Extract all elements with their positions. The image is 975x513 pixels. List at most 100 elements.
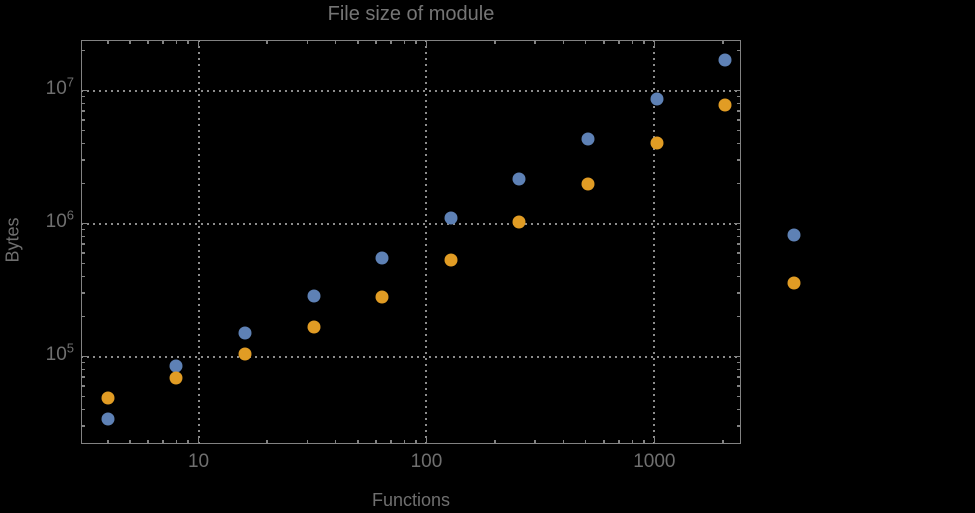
y-tick-left bbox=[81, 49, 85, 52]
x-tick-top bbox=[357, 40, 359, 44]
y-tick-right bbox=[734, 89, 741, 92]
y-tick-label-1e6: 106 bbox=[4, 208, 74, 230]
data-point-series-orange-x64 bbox=[375, 290, 389, 304]
x-tick-bottom bbox=[603, 440, 605, 444]
x-tick-bottom bbox=[584, 440, 587, 444]
x-tick-bottom bbox=[187, 440, 189, 444]
y-tick-left bbox=[81, 361, 85, 364]
x-tick-top bbox=[722, 40, 724, 44]
x-tick-top bbox=[425, 40, 428, 47]
y-tick-right bbox=[737, 361, 741, 364]
x-tick-top bbox=[403, 40, 406, 44]
data-point-series-orange-x2048 bbox=[718, 98, 732, 112]
y-tick-right bbox=[737, 395, 741, 398]
data-point-series-orange-x512 bbox=[581, 177, 595, 191]
x-tick-bottom bbox=[147, 440, 149, 444]
y-tick-exponent: 6 bbox=[66, 207, 74, 223]
gridline-x-10 bbox=[197, 40, 200, 444]
x-tick-top bbox=[643, 40, 645, 44]
y-tick-right bbox=[737, 275, 741, 278]
y-tick-left bbox=[81, 376, 85, 378]
x-tick-label-100: 100 bbox=[410, 451, 443, 472]
x-tick-top bbox=[603, 40, 605, 44]
gridline-y-1e7 bbox=[81, 89, 741, 92]
x-tick-bottom bbox=[494, 440, 496, 444]
y-tick-right bbox=[737, 292, 741, 294]
data-point-series-orange-x8 bbox=[169, 371, 183, 385]
y-tick-left bbox=[81, 119, 85, 121]
x-tick-top bbox=[266, 40, 268, 44]
x-tick-bottom bbox=[334, 440, 337, 444]
chart-title: File size of module bbox=[327, 3, 495, 25]
y-tick-left bbox=[81, 292, 85, 294]
y-tick-right bbox=[737, 49, 741, 52]
y-tick-left bbox=[81, 228, 85, 231]
x-tick-bottom bbox=[375, 440, 377, 444]
x-tick-bottom bbox=[425, 437, 428, 444]
data-point-series-blue-x1024 bbox=[650, 92, 664, 106]
y-tick-right bbox=[737, 159, 741, 161]
x-tick-top bbox=[494, 40, 496, 44]
y-tick-left bbox=[81, 159, 85, 161]
gridline-x-1000 bbox=[653, 40, 656, 444]
x-tick-top bbox=[584, 40, 587, 44]
x-tick-top bbox=[162, 40, 164, 44]
y-tick-right bbox=[737, 228, 741, 231]
x-tick-bottom bbox=[562, 440, 565, 444]
data-point-series-blue-x16 bbox=[238, 326, 252, 340]
x-tick-bottom bbox=[390, 440, 392, 444]
data-point-series-blue-x512 bbox=[581, 132, 595, 146]
x-tick-bottom bbox=[618, 440, 620, 444]
x-tick-top bbox=[129, 40, 131, 44]
y-tick-exponent: 5 bbox=[66, 340, 74, 356]
x-tick-top bbox=[306, 40, 309, 44]
y-tick-left bbox=[81, 142, 85, 145]
x-tick-label-1000: 1000 bbox=[633, 451, 676, 472]
data-point-series-orange-x4096 bbox=[787, 276, 801, 290]
y-tick-left bbox=[81, 385, 85, 387]
y-tick-left bbox=[81, 408, 85, 411]
x-tick-bottom bbox=[415, 440, 417, 444]
y-tick-right bbox=[737, 243, 741, 245]
x-tick-bottom bbox=[306, 440, 309, 444]
x-tick-bottom bbox=[129, 440, 131, 444]
y-tick-right bbox=[737, 142, 741, 145]
y-tick-right bbox=[737, 182, 741, 185]
y-tick-base: 10 bbox=[45, 77, 67, 99]
gridline-y-1e5 bbox=[81, 355, 741, 358]
x-tick-top bbox=[631, 40, 633, 44]
y-tick-exponent: 7 bbox=[66, 74, 74, 90]
y-tick-left bbox=[81, 89, 88, 92]
y-tick-left bbox=[81, 252, 85, 254]
gridline-y-1e6 bbox=[81, 222, 741, 225]
data-point-series-blue-x2048 bbox=[718, 53, 732, 67]
data-point-series-orange-x256 bbox=[512, 215, 526, 229]
y-tick-left bbox=[81, 355, 88, 358]
data-point-series-blue-x8 bbox=[169, 359, 183, 373]
x-tick-top bbox=[653, 40, 656, 47]
y-tick-right bbox=[734, 222, 741, 225]
x-tick-bottom bbox=[266, 440, 268, 444]
y-tick-right bbox=[737, 315, 741, 318]
y-tick-right bbox=[737, 425, 741, 427]
data-point-series-orange-x128 bbox=[444, 253, 458, 267]
y-tick-right bbox=[737, 102, 741, 105]
y-tick-left bbox=[81, 222, 88, 225]
y-tick-right bbox=[737, 385, 741, 387]
x-tick-top bbox=[334, 40, 337, 44]
y-tick-right bbox=[734, 355, 741, 358]
y-tick-right bbox=[737, 262, 741, 265]
x-tick-top bbox=[197, 40, 200, 47]
data-point-series-blue-x128 bbox=[444, 211, 458, 225]
y-tick-left bbox=[81, 275, 85, 278]
x-tick-bottom bbox=[175, 440, 178, 444]
y-tick-left bbox=[81, 110, 85, 112]
x-tick-top bbox=[415, 40, 417, 44]
x-tick-bottom bbox=[107, 440, 109, 444]
x-tick-bottom bbox=[162, 440, 164, 444]
data-point-series-orange-x1024 bbox=[650, 136, 664, 150]
x-axis-title: Functions bbox=[371, 490, 451, 510]
x-tick-top bbox=[390, 40, 392, 44]
y-tick-left bbox=[81, 425, 85, 427]
